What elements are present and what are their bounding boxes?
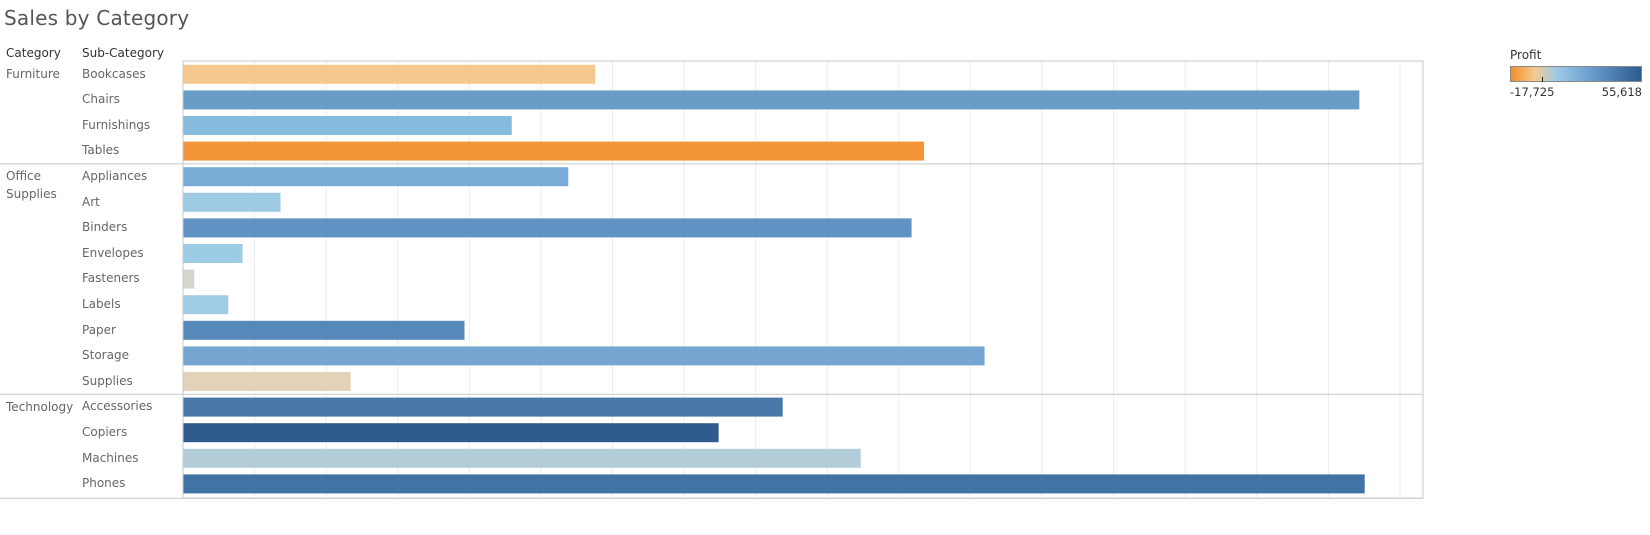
sub-category-label[interactable]: Art <box>82 194 100 209</box>
bar-tables[interactable] <box>183 141 925 161</box>
bar-copiers[interactable] <box>183 423 719 443</box>
legend-title: Profit <box>1510 48 1542 62</box>
sub-category-label[interactable]: Fasteners <box>82 271 140 286</box>
sub-category-label[interactable]: Tables <box>82 143 120 158</box>
sub-category-label[interactable]: Chairs <box>82 92 120 107</box>
profit-legend[interactable]: Profit -17,725 55,618 <box>1510 48 1642 99</box>
sub-category-label[interactable]: Binders <box>82 220 128 235</box>
sub-category-label[interactable]: Envelopes <box>82 245 144 260</box>
bar-furnishings[interactable] <box>183 116 512 135</box>
category-label[interactable]: Office Supplies <box>6 169 57 202</box>
bar-bookcases[interactable] <box>183 64 596 84</box>
legend-zero-tick <box>1542 77 1543 82</box>
bar-envelopes[interactable] <box>183 244 243 263</box>
category-header[interactable]: Category <box>6 46 61 60</box>
chart-title: Sales by Category <box>4 6 190 30</box>
legend-max-label: 55,618 <box>1601 85 1642 99</box>
bar-supplies[interactable] <box>183 372 351 391</box>
bar-accessories[interactable] <box>183 397 783 417</box>
bar-binders[interactable] <box>183 218 912 238</box>
bar-paper[interactable] <box>183 320 465 340</box>
legend-min-label: -17,725 <box>1510 85 1555 99</box>
bar-art[interactable] <box>183 192 281 212</box>
sub-category-label[interactable]: Copiers <box>82 424 128 439</box>
sub-category-label[interactable]: Storage <box>82 348 129 363</box>
bar-chairs[interactable] <box>183 90 1360 110</box>
sub-category-header[interactable]: Sub-Category <box>82 46 164 60</box>
legend-color-ramp[interactable] <box>1510 66 1642 82</box>
bar-appliances[interactable] <box>183 167 569 187</box>
bar-labels[interactable] <box>183 295 229 315</box>
bar-storage[interactable] <box>183 346 985 366</box>
sub-category-label[interactable]: Phones <box>82 476 126 491</box>
bar-fasteners[interactable] <box>183 269 195 289</box>
category-label[interactable]: Furniture <box>6 67 60 81</box>
bar-chart <box>0 60 1424 499</box>
sub-category-label[interactable]: Accessories <box>82 399 153 414</box>
sub-category-label[interactable]: Paper <box>82 322 116 337</box>
sub-category-label[interactable]: Appliances <box>82 168 148 183</box>
category-label[interactable]: Technology <box>6 399 74 414</box>
sub-category-label[interactable]: Bookcases <box>82 66 146 81</box>
sub-category-label[interactable]: Supplies <box>82 373 133 388</box>
sub-category-label[interactable]: Labels <box>82 296 121 311</box>
bar-phones[interactable] <box>183 474 1365 494</box>
sub-category-label[interactable]: Furnishings <box>82 117 151 132</box>
sub-category-label[interactable]: Machines <box>82 450 139 465</box>
bar-machines[interactable] <box>183 448 861 468</box>
